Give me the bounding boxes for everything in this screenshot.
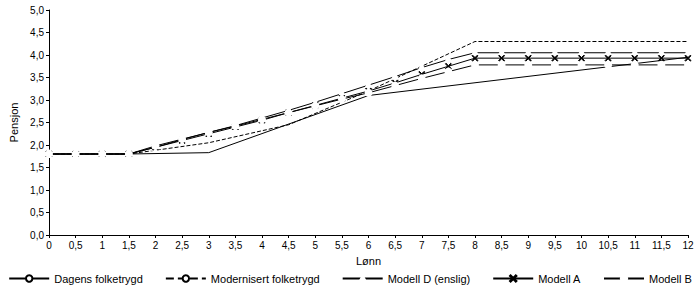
svg-text:1: 1 xyxy=(99,240,105,251)
svg-text:Lønn: Lønn xyxy=(356,255,381,267)
svg-text:4: 4 xyxy=(259,240,265,251)
svg-text:1,5: 1,5 xyxy=(30,162,44,173)
svg-text:0,0: 0,0 xyxy=(30,230,44,241)
svg-text:8: 8 xyxy=(472,240,478,251)
svg-text:3,5: 3,5 xyxy=(30,72,44,83)
svg-text:7: 7 xyxy=(419,240,425,251)
svg-text:Pensjon: Pensjon xyxy=(8,103,20,143)
svg-text:0,5: 0,5 xyxy=(69,240,83,251)
svg-text:9: 9 xyxy=(525,240,531,251)
svg-text:Dagens folketrygd: Dagens folketrygd xyxy=(54,273,143,285)
svg-text:2: 2 xyxy=(153,240,159,251)
svg-text:3,5: 3,5 xyxy=(228,240,242,251)
svg-text:Modell A: Modell A xyxy=(538,273,581,285)
svg-text:Modernisert folketrygd: Modernisert folketrygd xyxy=(211,273,320,285)
svg-text:7,5: 7,5 xyxy=(441,240,455,251)
svg-text:4,5: 4,5 xyxy=(282,240,296,251)
svg-text:1,5: 1,5 xyxy=(122,240,136,251)
svg-text:11: 11 xyxy=(630,240,641,251)
svg-text:8,5: 8,5 xyxy=(495,240,509,251)
svg-text:3: 3 xyxy=(206,240,212,251)
svg-text:10: 10 xyxy=(576,240,588,251)
svg-text:0,5: 0,5 xyxy=(30,207,44,218)
svg-text:9,5: 9,5 xyxy=(548,240,562,251)
svg-text:11,5: 11,5 xyxy=(652,240,671,251)
svg-text:2,0: 2,0 xyxy=(30,140,44,151)
svg-text:5: 5 xyxy=(312,240,318,251)
svg-text:1,0: 1,0 xyxy=(30,185,44,196)
svg-text:6: 6 xyxy=(366,240,372,251)
svg-text:0: 0 xyxy=(46,240,52,251)
svg-text:5,0: 5,0 xyxy=(30,5,44,16)
svg-text:Modell B: Modell B xyxy=(649,273,692,285)
svg-text:2,5: 2,5 xyxy=(30,117,44,128)
svg-text:3,0: 3,0 xyxy=(30,95,44,106)
svg-text:4,0: 4,0 xyxy=(30,50,44,61)
svg-text:5,5: 5,5 xyxy=(335,240,349,251)
svg-text:2,5: 2,5 xyxy=(175,240,189,251)
svg-text:4,5: 4,5 xyxy=(30,27,44,38)
svg-text:6,5: 6,5 xyxy=(388,240,402,251)
svg-text:Modell D (enslig): Modell D (enslig) xyxy=(388,273,471,285)
svg-text:10,5: 10,5 xyxy=(598,240,618,251)
svg-text:12: 12 xyxy=(682,240,694,251)
